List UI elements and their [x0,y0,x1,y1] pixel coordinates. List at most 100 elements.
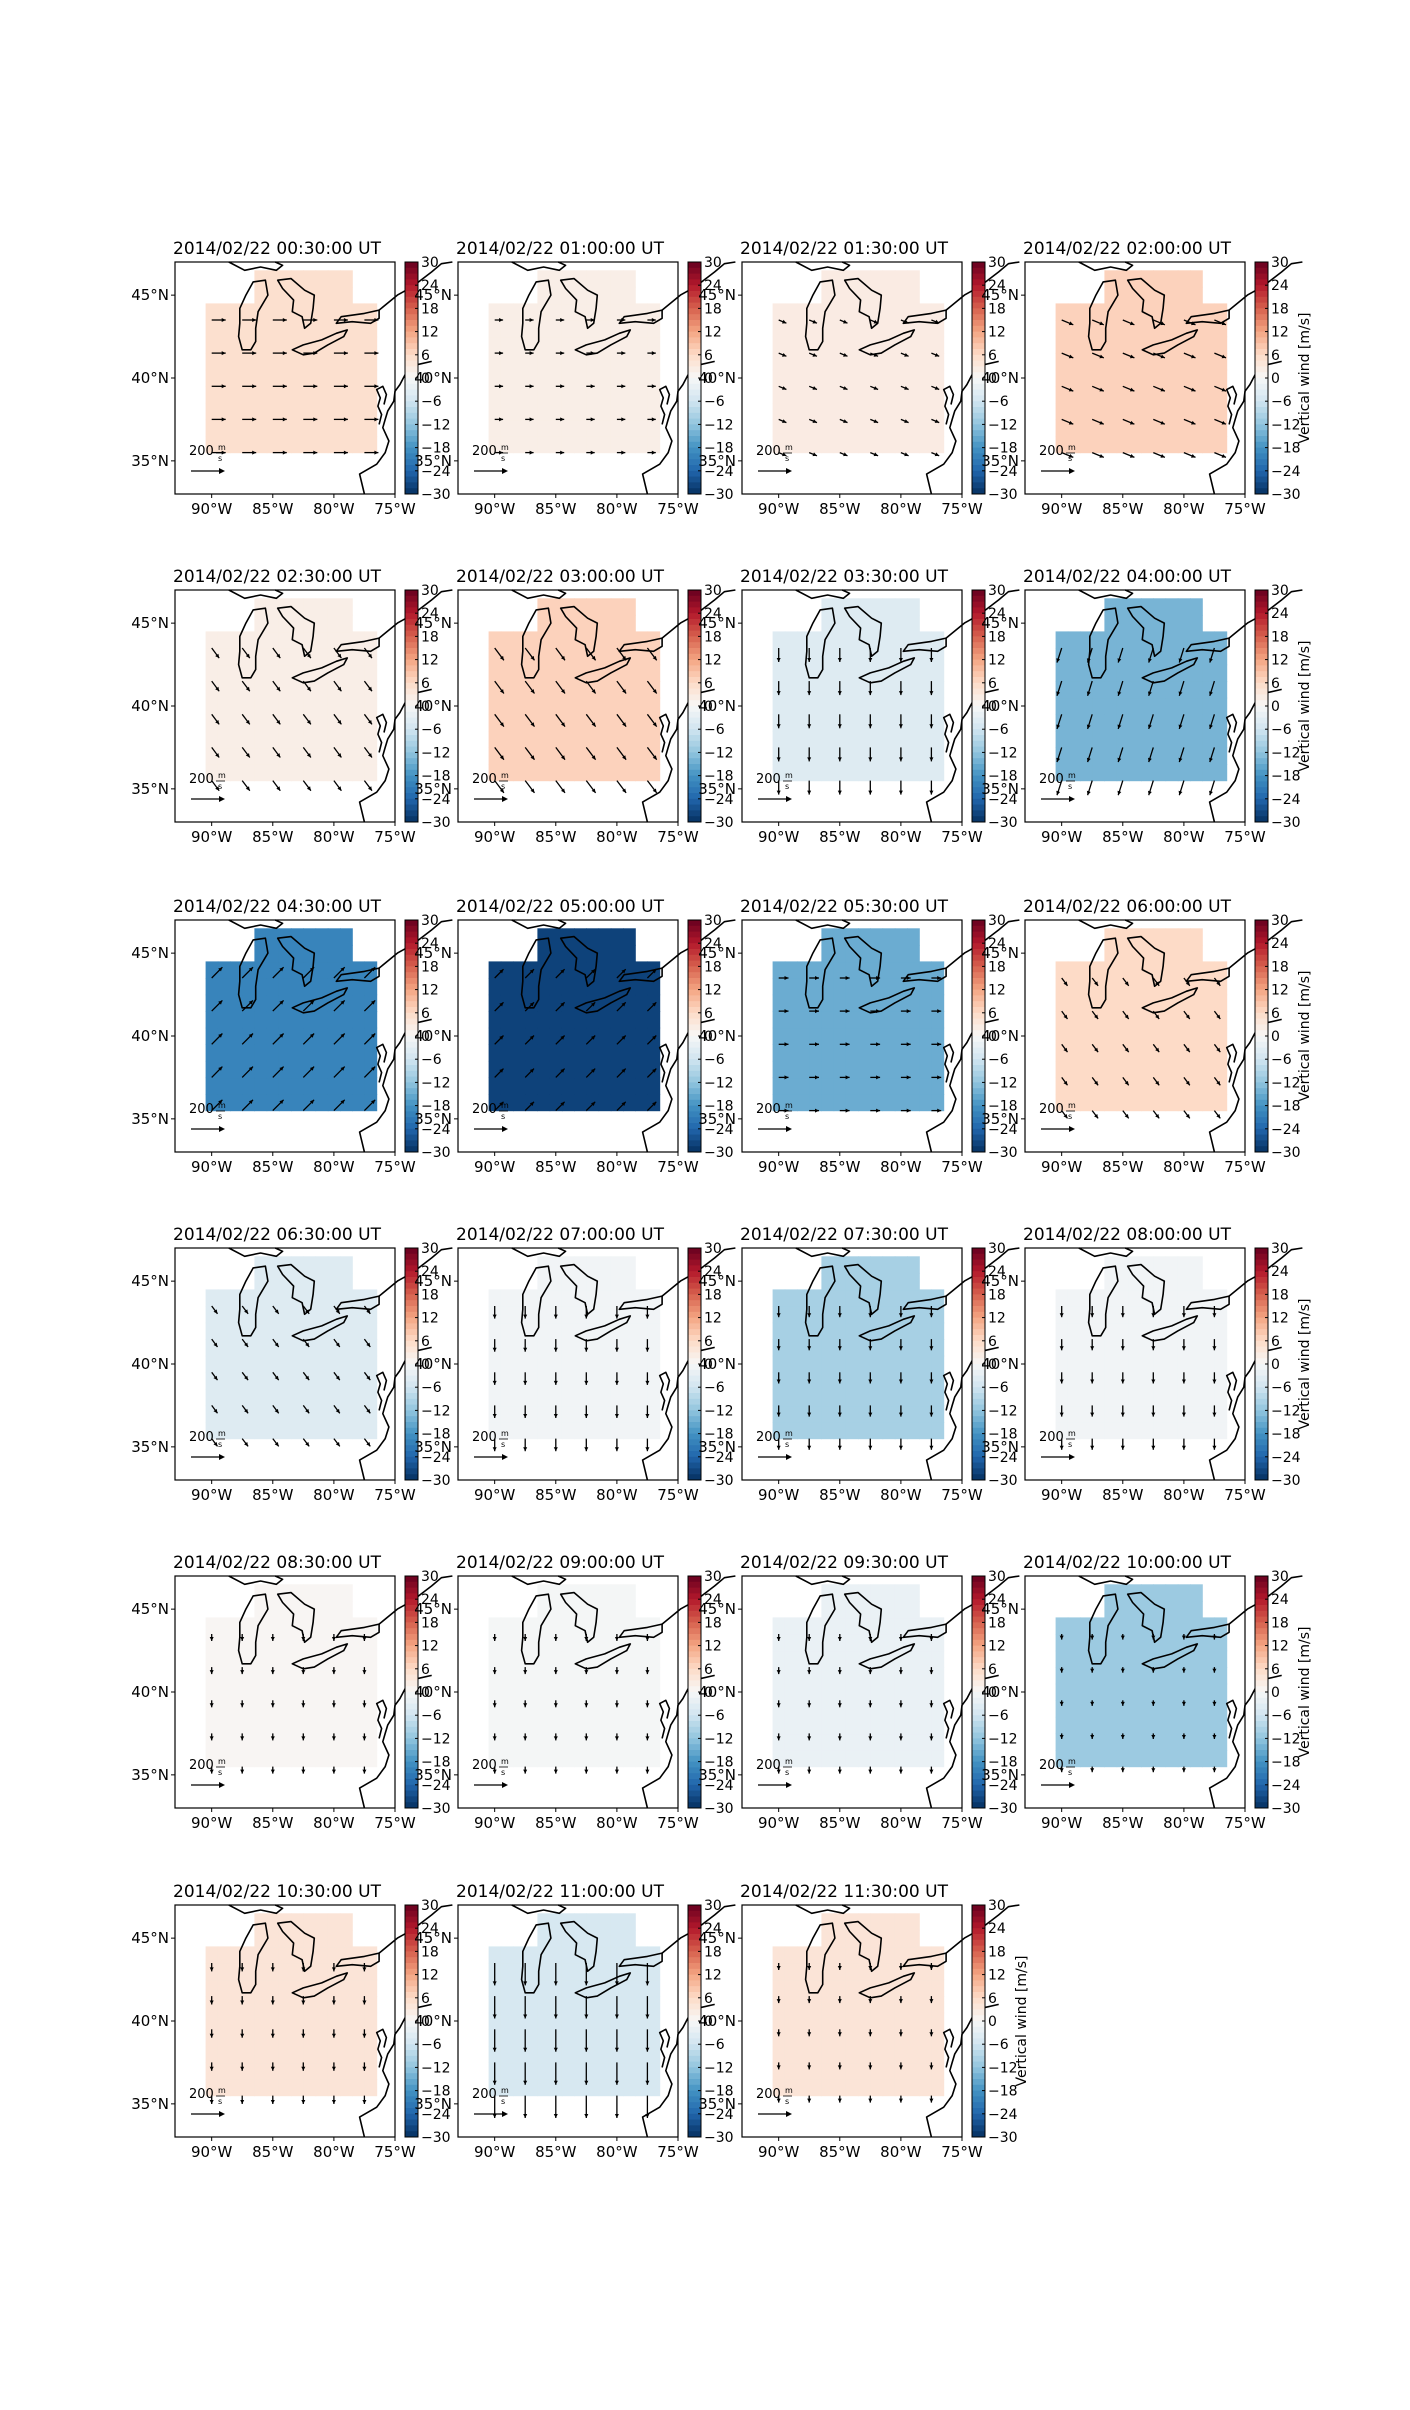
wind-cell [1141,730,1154,749]
wind-cell [278,961,292,979]
colorbar-segment [972,314,985,321]
colorbar-segment [1255,308,1268,315]
wind-cell [488,369,502,387]
wind-cell [784,386,798,404]
wind-cell [882,961,896,979]
wind-cell [303,336,317,354]
wind-cell [821,1256,835,1274]
wind-cell [845,336,859,354]
colorbar-segment [972,630,985,637]
quiver-key-arrowhead [219,1126,225,1132]
wind-cell [647,664,661,682]
wind-cell [340,1272,353,1291]
lat-tick-label: 40°N [981,369,1019,387]
wind-cell [561,978,575,996]
wind-cell [291,681,304,699]
wind-cell [1104,1044,1118,1062]
colorbar-segment [688,624,701,632]
wind-cell [352,714,365,732]
wind-cell [242,1667,255,1685]
wind-cell [1116,270,1130,288]
wind-cell [1165,697,1179,715]
wind-cell [1116,1355,1130,1373]
wind-cell [1165,730,1179,749]
wind-cell [882,1027,896,1045]
wind-cell [230,730,243,749]
lon-tick-label: 75°W [657,1158,699,1176]
lat-tick-label: 40°N [698,1355,736,1373]
wind-cell [1080,1339,1093,1357]
wind-arrowhead [218,1066,223,1071]
wind-cell [291,714,304,732]
colorbar-tick-label: −12 [704,417,734,433]
wind-cell [537,994,551,1012]
colorbar-tick-label: −18 [421,441,451,457]
colorbar-segment [1255,1329,1268,1336]
wind-arrowhead [499,655,504,661]
quiver-key-unit-den: s [1068,454,1072,463]
wind-cell [230,1044,243,1062]
colorbar-segment [688,418,701,425]
colorbar-segment [688,636,701,643]
wind-cell [327,353,341,371]
wind-cell [1202,369,1215,387]
colorbar-segment [688,1134,701,1141]
colorbar-segment [405,1134,418,1141]
wind-arrowhead [1181,1445,1186,1450]
wind-cell [315,1372,329,1390]
wind-arrowhead [652,969,657,974]
wind-cell [217,664,231,682]
colorbar-segment [405,1007,418,1014]
colorbar-segment [688,717,701,724]
wind-arrowhead [904,452,909,457]
wind-arrowhead [782,419,787,423]
colorbar-segment [972,1088,985,1095]
wind-cell [1104,714,1118,732]
wind-cell [1128,1388,1142,1407]
wind-cell [1104,764,1118,782]
wind-cell [1177,944,1191,963]
wind-arrowhead [843,419,848,423]
colorbar-segment [405,476,418,483]
lake-outline [291,329,349,356]
wind-cell [254,1060,268,1079]
panel-title: 2014/02/22 04:30:00 UT [173,897,382,917]
colorbar-tick-label: 18 [988,629,1006,645]
wind-cell [1116,664,1130,682]
colorbar-segment [688,1375,701,1382]
wind-cell [1153,714,1167,732]
wind-cell [635,961,648,979]
wind-cell [537,697,551,715]
colorbar-tick-label: −24 [1271,1450,1301,1466]
colorbar-tick-label: 12 [421,325,439,341]
wind-cell [561,402,575,421]
quiver-key-unit-num: m [785,443,793,452]
wind-cell [1128,764,1142,782]
wind-cell [364,353,378,371]
wind-arrowhead [1178,724,1183,729]
colorbar-segment [688,1007,701,1014]
colorbar-segment [1255,436,1268,443]
wind-cell [907,270,920,288]
wind-cell [919,1322,932,1340]
wind-arrowhead [776,757,781,762]
panel-title: 2014/02/22 03:00:00 UT [456,567,665,587]
wind-arrowhead [591,1035,596,1040]
colorbar-segment [405,665,418,672]
wind-cell [610,714,624,732]
colorbar-segment [405,395,418,402]
wind-arrowhead [560,1002,565,1007]
wind-cell [217,978,231,996]
wind-cell [217,1306,231,1324]
wind-cell [1080,1027,1093,1045]
colorbar-segment [1255,1300,1268,1307]
colorbar-segment [688,1094,701,1101]
wind-cell [598,648,612,666]
wind-arrowhead [561,755,565,760]
wind-arrowhead [252,384,257,389]
colorbar-tick-label: 18 [704,301,722,317]
wind-cell [635,419,648,437]
panel-title: 2014/02/22 08:00:00 UT [1023,1225,1232,1245]
wind-cell [833,994,847,1012]
